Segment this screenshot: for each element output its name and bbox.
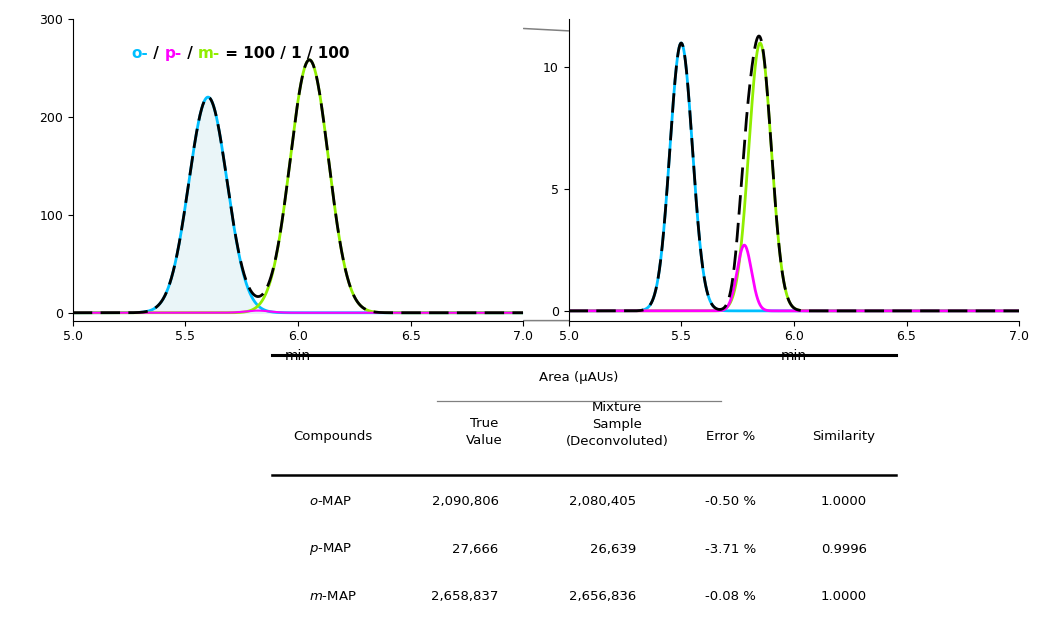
Text: Mixture
Sample
(Deconvoluted): Mixture Sample (Deconvoluted)	[566, 401, 669, 448]
Text: o-: o-	[131, 46, 148, 61]
Text: $\it{m}$-MAP: $\it{m}$-MAP	[310, 591, 357, 604]
Text: 2,658,837: 2,658,837	[432, 591, 499, 604]
Text: -3.71 %: -3.71 %	[705, 543, 756, 556]
Text: 2,656,836: 2,656,836	[569, 591, 635, 604]
Text: $\it{o}$-MAP: $\it{o}$-MAP	[310, 495, 353, 508]
Text: 2,080,405: 2,080,405	[569, 495, 635, 508]
Text: = 100 / 1 / 100: = 100 / 1 / 100	[219, 46, 349, 61]
Text: True
Value: True Value	[466, 417, 503, 447]
Text: 1.0000: 1.0000	[821, 495, 867, 508]
Text: -0.08 %: -0.08 %	[705, 591, 756, 604]
X-axis label: min: min	[781, 349, 807, 363]
Text: 26,639: 26,639	[590, 543, 635, 556]
Text: Similarity: Similarity	[812, 430, 876, 443]
Text: 2,090,806: 2,090,806	[432, 495, 499, 508]
Text: 0.9996: 0.9996	[822, 543, 867, 556]
Text: -0.50 %: -0.50 %	[705, 495, 756, 508]
Text: 27,666: 27,666	[452, 543, 499, 556]
Text: m-: m-	[198, 46, 219, 61]
Text: $\it{p}$-MAP: $\it{p}$-MAP	[310, 541, 353, 557]
Text: Error %: Error %	[706, 430, 755, 443]
X-axis label: min: min	[285, 349, 311, 363]
Text: 1.0000: 1.0000	[821, 591, 867, 604]
Text: Area (μAUs): Area (μAUs)	[540, 371, 619, 384]
Text: Compounds: Compounds	[293, 430, 372, 443]
Text: /: /	[182, 46, 198, 61]
Text: p-: p-	[164, 46, 182, 61]
Text: /: /	[148, 46, 164, 61]
